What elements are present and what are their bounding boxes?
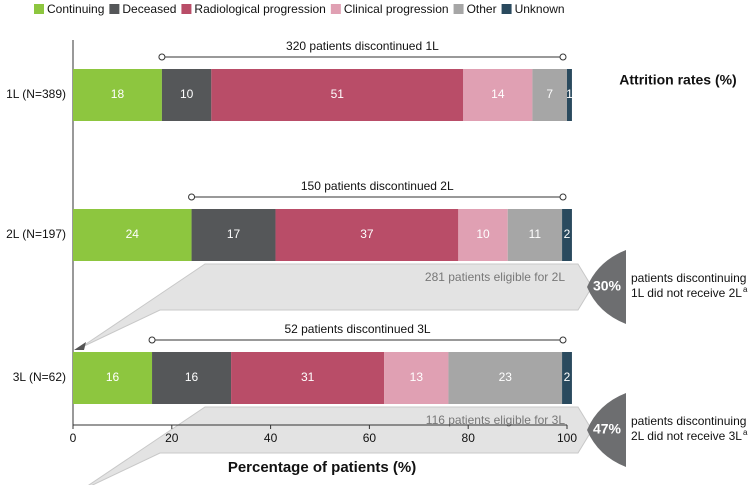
legend-label: Other <box>467 2 497 16</box>
x-tick-label: 60 <box>363 431 377 445</box>
bar-segment <box>507 209 563 261</box>
attrition-shape <box>587 250 626 324</box>
bar-value-label: 1 <box>566 87 573 101</box>
attrition-text: patients discontinuing <box>631 271 746 285</box>
attrition-note: a <box>743 285 748 294</box>
bar-value-label: 14 <box>491 87 505 101</box>
legend-swatch <box>330 4 341 14</box>
bar-value-label: 10 <box>476 227 490 241</box>
bar-segment <box>191 209 276 261</box>
attrition-note: a <box>743 428 748 437</box>
y-tick-label: 1L (N=389) <box>6 87 66 101</box>
bracket-end <box>158 53 166 61</box>
bar-value-label: 51 <box>331 87 345 101</box>
bar-value-label: 11 <box>529 227 542 241</box>
bar-segment <box>73 352 153 404</box>
bar-segment <box>448 352 563 404</box>
bracket-end <box>559 193 567 201</box>
x-tick-label: 40 <box>264 431 278 445</box>
bar-segment <box>152 352 232 404</box>
legend-label: Radiological progression <box>194 2 325 16</box>
attrition-text: 2L did not receive 3L <box>631 429 742 443</box>
flow-shape <box>88 406 593 485</box>
bracket-end <box>188 193 196 201</box>
eligible-label: 281 patients eligible for 2L <box>425 270 565 284</box>
legend-swatch <box>109 4 120 14</box>
legend-label: Unknown <box>515 2 565 16</box>
bracket-end <box>148 336 156 344</box>
discontinued-label: 320 patients discontinued 1L <box>286 39 439 53</box>
attrition-rate: 30% <box>593 278 622 294</box>
discontinued-label: 52 patients discontinued 3L <box>284 322 430 336</box>
legend-label: Clinical progression <box>344 2 449 16</box>
attrition-shape <box>587 393 626 467</box>
attrition-text: 1L did not receive 2L <box>631 286 742 300</box>
bar-value-label: 18 <box>111 87 125 101</box>
bar-segment <box>532 69 567 121</box>
bar-value-label: 24 <box>126 227 140 241</box>
bar-segment <box>458 209 508 261</box>
bar-value-label: 16 <box>106 370 120 384</box>
bar-value-label: 10 <box>180 87 194 101</box>
bar-value-label: 17 <box>227 227 241 241</box>
y-tick-label: 2L (N=197) <box>6 227 66 241</box>
legend-swatch <box>453 4 464 14</box>
legend-label: Deceased <box>122 2 176 16</box>
bar-segment <box>384 352 449 404</box>
bar-segment <box>161 69 212 121</box>
bar-value-label: 31 <box>301 370 315 384</box>
bar-segment <box>463 69 533 121</box>
bar-segment <box>567 69 572 121</box>
bar-value-label: 16 <box>185 370 199 384</box>
bar-value-label: 37 <box>360 227 374 241</box>
legend-swatch <box>34 4 44 14</box>
bar-value-label: 7 <box>546 87 553 101</box>
flow-arrowhead <box>74 342 86 350</box>
bar-segment <box>562 352 572 404</box>
discontinued-label: 150 patients discontinued 2L <box>301 179 454 193</box>
bar-value-label: 2 <box>564 370 571 384</box>
x-tick-label: 80 <box>462 431 476 445</box>
attrition-text: patients discontinuing <box>631 414 746 428</box>
y-tick-label: 3L (N=62) <box>13 370 66 384</box>
bar-value-label: 2 <box>564 227 571 241</box>
bar-segment <box>73 69 162 121</box>
x-axis-title: Percentage of patients (%) <box>228 459 416 476</box>
bar-segment <box>211 69 464 121</box>
bar-value-label: 13 <box>410 370 424 384</box>
bracket-end <box>559 53 567 61</box>
bar-segment <box>73 209 192 261</box>
x-tick-label: 100 <box>557 431 577 445</box>
bar-value-label: 23 <box>499 370 513 384</box>
legend-swatch <box>181 4 192 14</box>
legend-swatch <box>501 4 512 14</box>
attrition-title: Attrition rates (%) <box>619 72 736 88</box>
bracket-end <box>559 336 567 344</box>
bar-segment <box>562 209 572 261</box>
eligible-label: 116 patients eligible for 3L <box>426 413 566 427</box>
attrition-rate: 47% <box>593 421 622 437</box>
x-tick-label: 0 <box>70 431 77 445</box>
x-tick-label: 20 <box>165 431 179 445</box>
legend-label: Continuing <box>47 2 104 16</box>
bar-segment <box>231 352 385 404</box>
bar-segment <box>275 209 459 261</box>
